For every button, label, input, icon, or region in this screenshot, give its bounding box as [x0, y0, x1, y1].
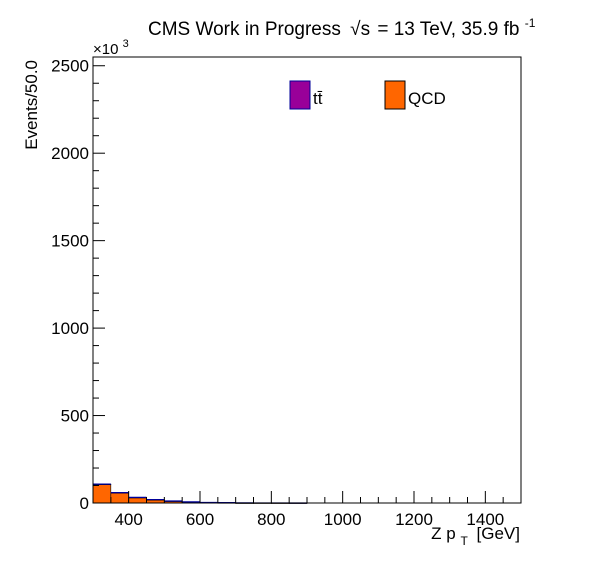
y-axis: 0 500 1000 1500 2000 2500: [51, 57, 105, 513]
bar-qcd-1: [110, 492, 129, 504]
legend-swatch-qcd: [384, 80, 406, 110]
x-tick-label: 1200: [395, 510, 433, 529]
x-tick-label: 400: [114, 510, 142, 529]
x-tick-label: 800: [257, 510, 285, 529]
x-tick-label: 600: [186, 510, 214, 529]
chart-title: CMS Work in Progress √s = 13 TeV, 35.9 f…: [148, 16, 536, 40]
bar-qcd-0: [92, 484, 112, 504]
x-tick-label: 1400: [466, 510, 504, 529]
y-tick-label: 0: [80, 494, 89, 513]
legend-label-ttbar: tt̄: [313, 89, 323, 108]
y-tick-label: 2000: [51, 144, 89, 163]
x-axis-label: Z p T [GeV]: [431, 524, 520, 549]
x-tick-label: 1000: [324, 510, 362, 529]
y-tick-label: 1500: [51, 232, 89, 251]
y-axis-label: Events/50.0: [22, 60, 41, 150]
y-tick-label: 1000: [51, 319, 89, 338]
bar-qcd-2: [128, 497, 147, 504]
y-tick-label: 500: [61, 407, 89, 426]
y-tick-label: 2500: [51, 57, 89, 76]
legend-swatch-ttbar: [289, 80, 311, 110]
y-multiplier: ×10 3: [93, 38, 129, 58]
x-axis: 400 600 800 1000 1200 1400: [92, 491, 522, 529]
legend-label-qcd: QCD: [408, 89, 446, 108]
plot-frame: [92, 56, 522, 504]
legend: tt̄ QCD: [289, 80, 446, 110]
